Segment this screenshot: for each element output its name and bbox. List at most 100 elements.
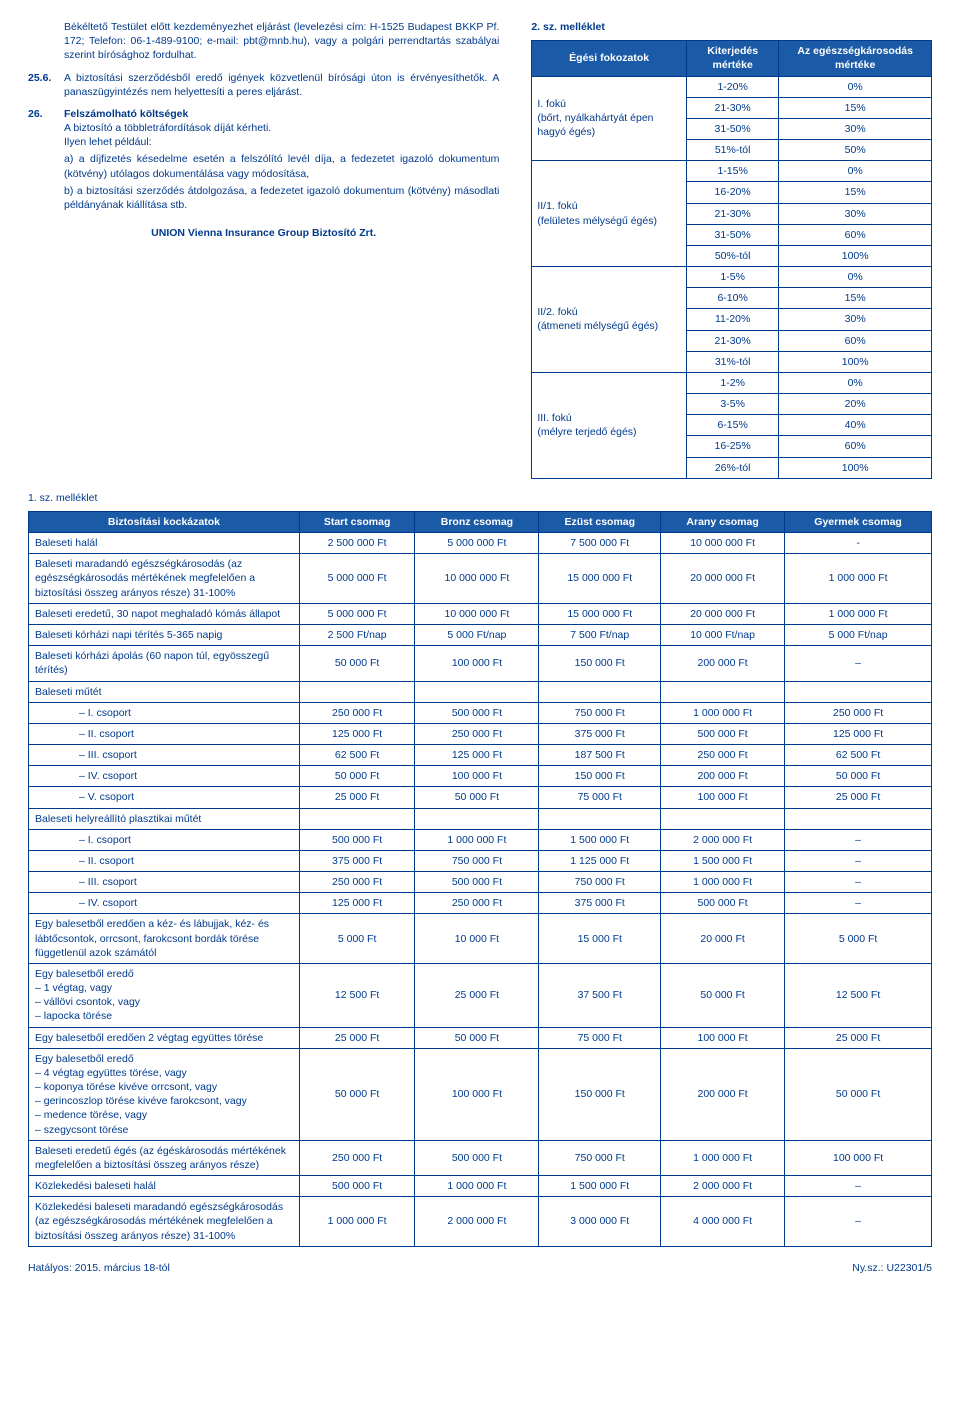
package-value: 75 000 Ft (539, 1027, 661, 1048)
package-value: 125 000 Ft (785, 723, 932, 744)
package-value: 4 000 000 Ft (661, 1197, 785, 1247)
package-value: 5 000 000 Ft (299, 603, 414, 624)
risk-name: – II. csoport (29, 850, 300, 871)
risk-name: Közlekedési baleseti maradandó egészségk… (29, 1197, 300, 1247)
package-value: 200 000 Ft (661, 1048, 785, 1140)
right-table-column: 2. sz. melléklet Égési fokozatokKiterjed… (531, 20, 932, 479)
package-value: 5 000 Ft/nap (785, 624, 932, 645)
risk-name: – I. csoport (29, 829, 300, 850)
package-value: 100 000 Ft (661, 787, 785, 808)
package-value (415, 808, 539, 829)
package-value: 15 000 000 Ft (539, 554, 661, 604)
burn-table-cell: 31%-tól (686, 351, 778, 372)
burn-table-cell: 40% (779, 415, 932, 436)
package-value: 1 500 000 Ft (539, 1176, 661, 1197)
package-value (539, 681, 661, 702)
risk-name: Baleseti halál (29, 533, 300, 554)
left-text-column: Békéltető Testület előtt kezdeményezhet … (28, 20, 499, 479)
burn-table-header: Égési fokozatok (532, 41, 687, 76)
attachment-2-title: 2. sz. melléklet (531, 20, 932, 34)
burn-table-cell: 6-15% (686, 415, 778, 436)
burn-table-cell: 0% (779, 372, 932, 393)
burn-table-cell: 0% (779, 161, 932, 182)
package-value (661, 681, 785, 702)
packages-header: Ezüst csomag (539, 511, 661, 532)
package-value: 62 500 Ft (785, 745, 932, 766)
package-value: 5 000 Ft (785, 914, 932, 964)
package-value: 10 000 000 Ft (661, 533, 785, 554)
package-value: 500 000 Ft (415, 1140, 539, 1175)
package-value: 12 500 Ft (299, 963, 414, 1027)
burn-table-cell: 21-30% (686, 330, 778, 351)
package-value: 100 000 Ft (415, 766, 539, 787)
package-value: 750 000 Ft (415, 850, 539, 871)
packages-header: Bronz csomag (415, 511, 539, 532)
burn-degree-name: II/1. fokú (felületes mélységű égés) (532, 161, 687, 267)
burn-table-cell: 30% (779, 203, 932, 224)
footer-right: Ny.sz.: U22301/5 (852, 1261, 932, 1275)
package-value (539, 808, 661, 829)
risk-name: Egy balesetből eredően a kéz- és lábujja… (29, 914, 300, 964)
risk-name: – III. csoport (29, 872, 300, 893)
package-value: 375 000 Ft (299, 850, 414, 871)
package-value: 250 000 Ft (299, 702, 414, 723)
package-value (299, 681, 414, 702)
burn-table-cell: 100% (779, 457, 932, 478)
burn-table-cell: 11-20% (686, 309, 778, 330)
package-value: – (785, 829, 932, 850)
burn-table-cell: 20% (779, 394, 932, 415)
burn-table-cell: 16-25% (686, 436, 778, 457)
burn-table-cell: 3-5% (686, 394, 778, 415)
package-value: – (785, 850, 932, 871)
burn-table-cell: 30% (779, 118, 932, 139)
footer-left: Hatályos: 2015. március 18-tól (28, 1261, 170, 1275)
packages-table: Biztosítási kockázatokStart csomagBronz … (28, 511, 932, 1247)
package-value: 1 000 000 Ft (661, 872, 785, 893)
package-value: 1 000 000 Ft (785, 603, 932, 624)
burn-table-cell: 15% (779, 288, 932, 309)
package-value (299, 808, 414, 829)
risk-name: Baleseti eredetű égés (az égéskárosodás … (29, 1140, 300, 1175)
package-value: 15 000 000 Ft (539, 603, 661, 624)
package-value: 1 000 000 Ft (785, 554, 932, 604)
package-value: 250 000 Ft (299, 1140, 414, 1175)
package-value: 125 000 Ft (299, 893, 414, 914)
package-value: 25 000 Ft (299, 787, 414, 808)
package-value (785, 681, 932, 702)
package-value: - (785, 533, 932, 554)
burn-degrees-table: Égési fokozatokKiterjedés mértékeAz egés… (531, 40, 932, 479)
package-value: 1 125 000 Ft (539, 850, 661, 871)
package-value: 75 000 Ft (539, 787, 661, 808)
package-value: 750 000 Ft (539, 702, 661, 723)
burn-degree-name: II/2. fokú (átmeneti mélységű égés) (532, 267, 687, 373)
package-value: 5 000 000 Ft (415, 533, 539, 554)
para-num (28, 20, 64, 63)
package-value: 150 000 Ft (539, 1048, 661, 1140)
package-value: 500 000 Ft (299, 829, 414, 850)
para-3-b: b) a biztosítási szerződés átdolgozása, … (64, 184, 499, 212)
package-value: 10 000 Ft (415, 914, 539, 964)
package-value: 25 000 Ft (415, 963, 539, 1027)
package-value: 2 500 000 Ft (299, 533, 414, 554)
burn-table-cell: 50%-tól (686, 245, 778, 266)
attachment-1-title: 1. sz. melléklet (28, 491, 932, 505)
risk-name: – III. csoport (29, 745, 300, 766)
package-value: 50 000 Ft (299, 646, 414, 681)
package-value: 20 000 000 Ft (661, 603, 785, 624)
package-value: 10 000 000 Ft (415, 554, 539, 604)
para-3: Felszámolható költségek A biztosító a tö… (64, 107, 499, 212)
para-3-l1: A biztosító a többletráfordítások díját … (64, 122, 271, 134)
burn-table-cell: 30% (779, 309, 932, 330)
risk-name: Baleseti helyreállító plasztikai műtét (29, 808, 300, 829)
package-value: 3 000 000 Ft (539, 1197, 661, 1247)
burn-table-cell: 6-10% (686, 288, 778, 309)
company-name: UNION Vienna Insurance Group Biztosító Z… (28, 226, 499, 240)
package-value: 250 000 Ft (299, 872, 414, 893)
package-value (415, 681, 539, 702)
burn-table-cell: 1-5% (686, 267, 778, 288)
burn-table-cell: 1-15% (686, 161, 778, 182)
package-value: 750 000 Ft (539, 872, 661, 893)
para-3-title: Felszámolható költségek (64, 108, 188, 120)
package-value: 7 500 000 Ft (539, 533, 661, 554)
risk-name: Baleseti eredetű, 30 napot meghaladó kóm… (29, 603, 300, 624)
